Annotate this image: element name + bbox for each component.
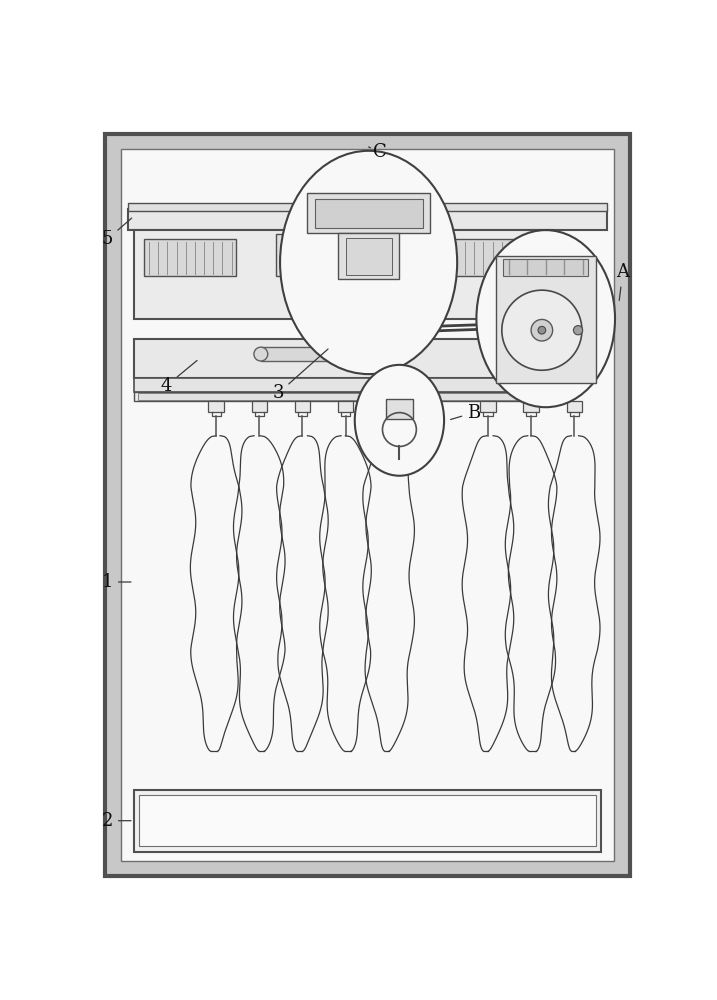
Text: 4: 4 [161,360,197,395]
Text: 5: 5 [102,218,132,248]
Text: 1: 1 [102,573,131,591]
Text: B: B [450,404,480,422]
Circle shape [333,325,343,334]
Ellipse shape [280,151,457,374]
Bar [442,239,534,276]
Bar [128,209,607,230]
Bar [134,378,554,392]
Circle shape [254,347,267,361]
Bar [566,401,582,412]
Bar [328,314,347,329]
Bar [315,199,422,228]
Bar [503,259,588,276]
Circle shape [502,290,582,370]
Bar [346,238,391,275]
Bar [307,193,430,233]
Circle shape [495,322,504,331]
Text: C: C [369,143,387,161]
Circle shape [377,347,391,361]
Bar [381,401,397,412]
Bar [338,233,399,279]
Text: 3: 3 [272,349,328,402]
Bar [134,339,554,378]
Ellipse shape [355,365,444,476]
Bar [252,401,267,412]
Bar [284,238,391,270]
Circle shape [574,326,583,335]
Bar [139,795,596,846]
Bar [386,399,413,419]
Text: A: A [616,263,630,300]
Text: 2: 2 [102,812,131,830]
Ellipse shape [476,230,615,407]
Bar [261,347,384,361]
Bar [134,230,554,319]
Bar [134,392,554,401]
Bar [295,401,310,412]
Bar [276,234,399,276]
Bar [495,256,596,383]
Bar [338,401,353,412]
Bar [134,790,601,851]
Bar [523,401,538,412]
Bar [480,401,495,412]
Circle shape [531,319,553,341]
Bar [128,203,607,211]
Bar [120,149,614,861]
Bar [209,401,224,412]
Circle shape [538,326,546,334]
Bar [144,239,236,276]
Bar [318,279,357,312]
Bar [138,393,549,400]
Bar [311,274,365,316]
